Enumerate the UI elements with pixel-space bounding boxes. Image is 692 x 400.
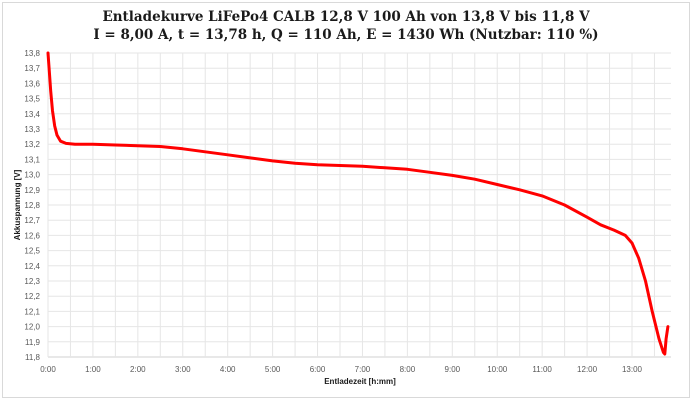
- y-tick-label: 13,6: [24, 79, 40, 88]
- gridlines: [47, 52, 671, 358]
- y-tick-label: 12,7: [24, 216, 40, 225]
- x-tick-label: 11:00: [532, 365, 552, 374]
- x-tick-label: 3:00: [175, 365, 191, 374]
- y-tick-label: 12,6: [24, 231, 40, 240]
- y-tick-label: 13,3: [24, 125, 40, 134]
- x-tick-label: 6:00: [310, 365, 326, 374]
- y-tick-label: 11,9: [25, 338, 41, 347]
- y-tick-label: 12,9: [24, 186, 40, 195]
- y-tick-label: 13,0: [24, 171, 40, 180]
- chart-title-line1: Entladekurve LiFePo4 CALB 12,8 V 100 Ah …: [102, 9, 590, 25]
- y-axis-ticks: 11,8 11,9 12,0 12,1 12,2 12,3 12,4 12,5 12,6 12,7…: [24, 49, 40, 362]
- y-tick-label: 12,0: [24, 323, 40, 332]
- x-tick-label: 7:00: [355, 365, 371, 374]
- x-axis-label: Entladezeit [h:mm]: [324, 377, 396, 386]
- y-tick-label: 12,3: [24, 277, 40, 286]
- x-tick-label: 10:00: [487, 365, 508, 374]
- y-tick-label: 12,8: [24, 201, 40, 210]
- y-tick-label: 13,5: [24, 95, 40, 104]
- x-tick-label: 13:00: [622, 365, 643, 374]
- x-tick-label: 8:00: [400, 365, 416, 374]
- discharge-curve-line: [46, 51, 670, 356]
- y-axis-label: Akkuspannung [V]: [13, 169, 22, 240]
- y-tick-label: 11,8: [25, 353, 41, 362]
- y-tick-label: 12,1: [24, 307, 40, 316]
- x-tick-label: 5:00: [265, 365, 281, 374]
- chart-title-line2: I = 8,00 A, t = 13,78 h, Q = 110 Ah, E =…: [93, 27, 599, 43]
- x-tick-label: 0:00: [40, 365, 56, 374]
- y-tick-label: 13,4: [24, 110, 40, 119]
- y-tick-label: 13,7: [24, 64, 40, 73]
- x-tick-label: 2:00: [130, 365, 146, 374]
- chart-title: Entladekurve LiFePo4 CALB 12,8 V 100 Ah …: [0, 8, 692, 44]
- y-tick-label: 13,8: [24, 49, 40, 58]
- x-tick-label: 1:00: [85, 365, 101, 374]
- y-tick-label: 12,5: [24, 247, 40, 256]
- x-tick-label: 4:00: [220, 365, 236, 374]
- x-tick-label: 12:00: [577, 365, 598, 374]
- y-tick-label: 13,1: [24, 155, 40, 164]
- y-tick-label: 13,2: [24, 140, 40, 149]
- x-axis-ticks: 0:00 1:00 2:00 3:00 4:00 5:00 6:00 7:00 8:00 9:00…: [40, 365, 642, 374]
- x-tick-label: 9:00: [445, 365, 461, 374]
- y-tick-label: 12,4: [24, 262, 40, 271]
- y-tick-label: 12,2: [24, 292, 40, 301]
